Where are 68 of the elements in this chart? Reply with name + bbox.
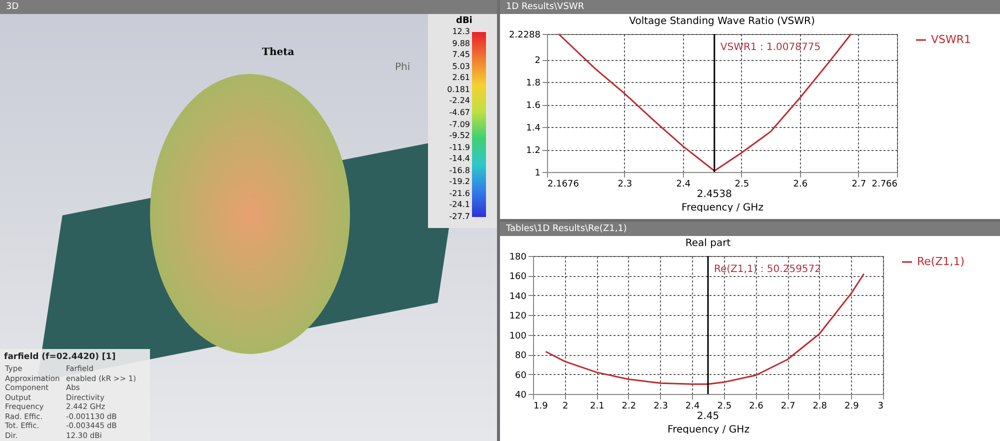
text: -14.4 <box>449 153 470 166</box>
text: 1D Results\VSWR <box>500 0 1000 14</box>
text: -4.67 <box>449 106 470 119</box>
text: -11.9 <box>449 142 470 154</box>
text: 7.45 <box>452 49 470 62</box>
x-tick-label: 2.7 <box>780 402 796 412</box>
x-tick-label: 2.5 <box>734 180 750 190</box>
y-tick-label: 1.2 <box>526 146 540 156</box>
x-tick-label: 2.6 <box>749 402 764 412</box>
x-tick-label: 2.8 <box>812 402 828 412</box>
ref-line-label: 2.45 <box>696 411 720 422</box>
legend-label: Re(Z1,1) <box>917 255 965 268</box>
text: -16.8 <box>449 164 470 177</box>
y-tick-label: 2 <box>534 56 540 66</box>
line-series <box>558 33 852 172</box>
text: -21.6 <box>449 188 470 200</box>
y-tick-label: 140 <box>509 292 527 302</box>
y-tick-label: 180 <box>509 252 527 262</box>
text: -2.24 <box>449 95 470 108</box>
text: -24.1 <box>449 199 470 212</box>
x-tick-label: 2.4 <box>685 402 700 412</box>
text: Tables\1D Results\Re(Z1,1) <box>500 222 1000 236</box>
y-tick-label: 40 <box>515 390 527 400</box>
x-tick-label: 2.766 <box>872 180 898 190</box>
y-tick-label: 100 <box>509 331 527 342</box>
y-tick-label: 60 <box>515 370 527 381</box>
legend-label: VSWR1 <box>931 33 972 46</box>
x-tick-label: 2.9 <box>844 402 860 412</box>
x-tick-label: 2.6 <box>793 180 808 190</box>
text: farfield (f=02.4420) [1] <box>4 352 116 362</box>
ref-line-label: 2.4538 <box>696 189 732 200</box>
y-tick-label: 1 <box>534 168 540 178</box>
text: 5.03 <box>452 60 470 73</box>
y-tick-label: 1.6 <box>526 101 541 112</box>
x-tick-label: 2.7 <box>852 180 866 190</box>
text: 0.181 <box>447 84 470 96</box>
text: 9.88 <box>452 38 470 50</box>
text: -7.09 <box>449 118 470 130</box>
y-tick-label: 160 <box>509 272 527 282</box>
x-tick-label: 2.5 <box>717 402 732 412</box>
text: Phi <box>395 62 410 73</box>
x-tick-label: 2.1 <box>590 402 604 412</box>
x-tick-label: 2.3 <box>618 180 632 190</box>
y-tick-label: 80 <box>515 351 527 362</box>
y-tick-label: 1.4 <box>526 124 541 134</box>
text: 2.61 <box>452 72 470 84</box>
text: dBi <box>456 16 472 26</box>
text: -27.7 <box>449 211 470 223</box>
chart-title: Voltage Standing Wave Ratio (VSWR) <box>629 16 815 27</box>
chart-title: Real part <box>685 238 731 249</box>
text: -9.52 <box>449 130 470 142</box>
y-tick-label: 2.2288 <box>509 30 541 40</box>
text: 12.3 <box>452 26 470 38</box>
x-tick-label: 2.1676 <box>548 180 580 190</box>
y-tick-label: 1.8 <box>526 78 541 89</box>
x-tick-label: 2.4 <box>676 180 691 190</box>
annotation: VSWR1 : 1.0078775 <box>720 42 821 53</box>
y-tick-label: 120 <box>509 312 527 322</box>
x-tick-label: 3 <box>878 402 884 412</box>
text: 3D <box>0 0 497 14</box>
x-tick-label: 2.3 <box>654 402 668 412</box>
line-series <box>544 272 865 385</box>
text: Theta <box>262 47 294 58</box>
x-tick-label: 2.2 <box>622 402 636 412</box>
x-tick-label: 1.9 <box>534 402 548 412</box>
text: -19.2 <box>449 176 470 188</box>
x-tick-label: 2 <box>562 402 568 412</box>
annotation: Re(Z1,1) : 50.259572 <box>714 264 822 275</box>
